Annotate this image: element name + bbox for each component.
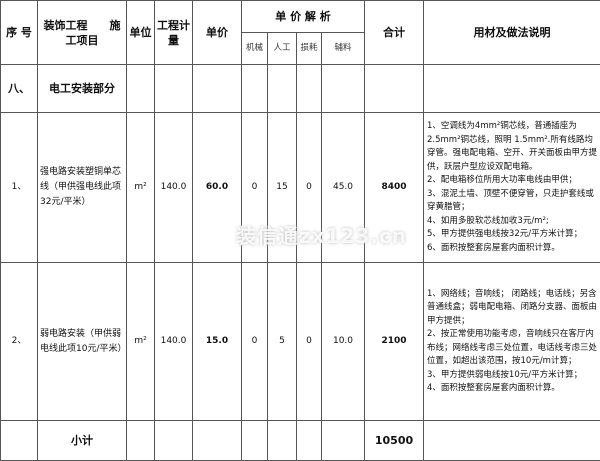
header-labor: 人工 xyxy=(268,33,297,65)
row-desc: 1、空调线为4mm²铜芯线，普通插座为2.5mm²铜芯线，照明 1.5mm².所… xyxy=(424,113,600,263)
row-labor: 5 xyxy=(268,263,297,421)
row-no: 1、 xyxy=(1,113,38,263)
row-item: 弱电路安装（甲供弱电线此项10元/平米） xyxy=(38,263,127,421)
table-row: 2、 弱电路安装（甲供弱电线此项10元/平米） m² 140.0 15.0 0 … xyxy=(1,263,600,421)
row-no: 2、 xyxy=(1,263,38,421)
row-unit: m² xyxy=(127,113,155,263)
row-desc: 1、网络线；音响线； 闭路线；电话线；另含普通线盒；弱电配电箱、闭路分支器、面板… xyxy=(424,263,600,421)
desc-line: 4、如用多股软芯线加收3元/m²; xyxy=(427,215,597,229)
row-loss: 0 xyxy=(297,263,322,421)
desc-line: 3、甲方提供弱电线按10元/平方米计算； xyxy=(427,369,597,383)
row-price: 15.0 xyxy=(193,263,242,421)
header-unit: 单位 xyxy=(127,1,155,65)
row-price: 60.0 xyxy=(193,113,242,263)
row-qty: 140.0 xyxy=(155,263,193,421)
section-title: 电工安装部分 xyxy=(38,65,127,113)
subtotal-row: 小计 10500 xyxy=(1,421,600,461)
desc-line: 2、按正常使用功能考虑，音响线只在客厅内布线；网络线考虑三处位置，电话线考虑三处… xyxy=(427,328,597,369)
desc-line: 6、面积按整套房屋套内面积计算。 xyxy=(427,242,597,256)
desc-line: 4、面积按整套房屋套内面积计算。 xyxy=(427,382,597,396)
header-aux: 辅料 xyxy=(322,33,365,65)
header-qty: 工程计量 xyxy=(155,1,193,65)
header-loss: 损耗 xyxy=(297,33,322,65)
header-price: 单价 xyxy=(193,1,242,65)
header-no: 序 号 xyxy=(1,1,38,65)
header-desc: 用材及做法说明 xyxy=(424,1,600,65)
desc-line: 1、网络线；音响线； 闭路线；电话线；另含普通线盒；弱电配电箱、闭路分支器、面板… xyxy=(427,288,597,329)
desc-line: 3、混泥土墙、顶壁不便穿管，只走护套线或穿黄腊管； xyxy=(427,188,597,215)
header-total: 合计 xyxy=(365,1,424,65)
row-item: 强电路安装塑铜单芯线（甲供强电线此项32元/平米） xyxy=(38,113,127,263)
row-qty: 140.0 xyxy=(155,113,193,263)
subtotal-label: 小计 xyxy=(38,421,127,461)
section-row: 八、 电工安装部分 xyxy=(1,65,600,113)
row-machine: 0 xyxy=(242,263,268,421)
row-aux: 10.0 xyxy=(322,263,365,421)
header-analysis: 单 价 解 析 xyxy=(242,1,365,33)
desc-line: 2、配电箱移位所用大功率电线由甲供； xyxy=(427,174,597,188)
watermark: 装信通zx123.cn xyxy=(236,220,407,249)
desc-line: 1、空调线为4mm²铜芯线，普通插座为2.5mm²铜芯线，照明 1.5mm².所… xyxy=(427,120,597,174)
header-item: 装饰工程 施工项目 xyxy=(38,1,127,65)
subtotal-total: 10500 xyxy=(365,421,424,461)
row-total: 2100 xyxy=(365,263,424,421)
desc-line: 5、甲方提供强电线按32元/平方米计算； xyxy=(427,228,597,242)
header-machine: 机械 xyxy=(242,33,268,65)
section-no: 八、 xyxy=(1,65,38,113)
row-unit: m² xyxy=(127,263,155,421)
